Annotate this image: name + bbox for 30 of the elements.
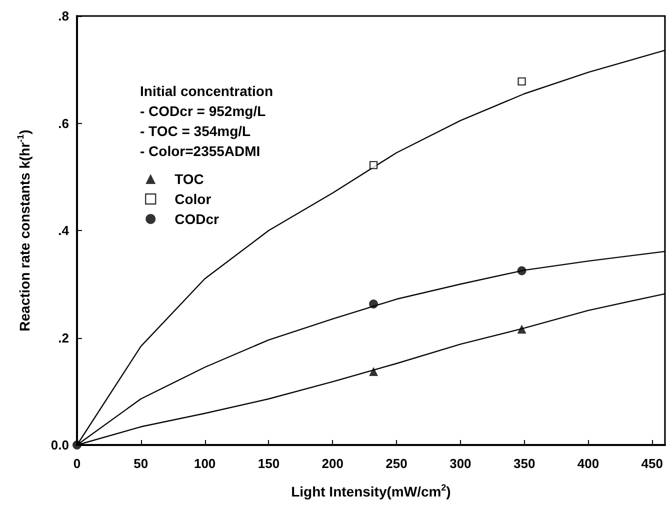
point xyxy=(518,77,526,86)
x-tick-label: 50 xyxy=(134,456,148,471)
annotation: - TOC = 354mg/L xyxy=(140,123,252,139)
point xyxy=(517,324,526,334)
legend-title: Initial concentration xyxy=(140,83,274,99)
annotation: - CODcr = 952mg/L xyxy=(140,103,266,119)
x-tick-label: 400 xyxy=(577,456,600,471)
point xyxy=(517,266,526,276)
x-tick-label: 350 xyxy=(513,456,536,471)
point xyxy=(369,299,378,308)
x-tick-label: 100 xyxy=(194,456,216,471)
y-tick-label: .6 xyxy=(58,116,69,131)
legend-label: CODcr xyxy=(174,211,220,227)
x-tick-label: 250 xyxy=(386,456,408,471)
point xyxy=(72,440,82,450)
legend-label: TOC xyxy=(174,171,204,187)
x-tick-label: 300 xyxy=(450,456,472,471)
y-axis-title: Reaction rate constants k(hr-1) xyxy=(16,130,32,332)
annotation: - Color=2355ADMI xyxy=(140,143,260,159)
x-tick-label: 200 xyxy=(322,456,344,471)
x-tick-label: 0 xyxy=(73,456,81,471)
legend-label: Color xyxy=(174,191,212,207)
y-tick-label: .4 xyxy=(58,223,70,238)
point xyxy=(369,160,378,170)
y-tick-label: .2 xyxy=(58,330,69,346)
x-tick-label: 450 xyxy=(641,456,664,471)
point xyxy=(369,367,378,376)
y-tick-label: .8 xyxy=(58,8,69,24)
y-tick-label: 0.0 xyxy=(50,438,69,452)
x-tick-label: 150 xyxy=(258,456,280,471)
